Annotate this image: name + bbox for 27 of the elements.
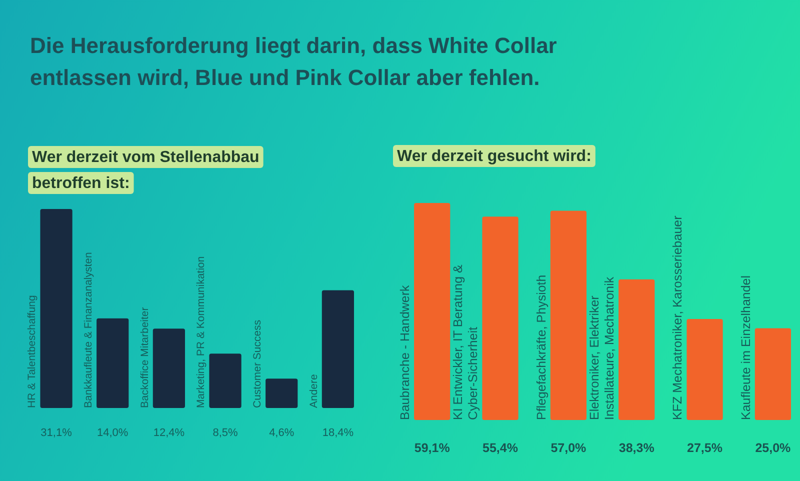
- data-label: 4,6%: [269, 427, 294, 439]
- data-label: 55,4%: [482, 441, 518, 455]
- x-tick-label: HR & Talentbeschaffung: [26, 294, 38, 408]
- x-tick-label: Elektroniker, Elektriker Installateure, Mechatronik: [588, 276, 617, 420]
- x-tick-label: Marketing, PR & Kommunikation: [195, 256, 208, 408]
- data-label: 38,3%: [618, 441, 654, 455]
- data-label: 25,0%: [755, 441, 791, 455]
- x-tick-label: Bankkaufleute & Finanzanalysten: [82, 252, 95, 408]
- x-tick-label: Kaufleute im Einzelhandel: [738, 275, 753, 420]
- data-label: 18,4%: [322, 427, 354, 439]
- data-label: 59,1%: [414, 441, 450, 455]
- data-label: 8,5%: [212, 427, 238, 439]
- chart-title: Die Herausforderung liegt darin, dass White Collar entlassen wird, Blue und Pink Collar aber fehlen.: [30, 33, 558, 90]
- data-label: 14,0%: [97, 427, 128, 439]
- x-tick-label: Andere: [308, 374, 320, 408]
- chart-subtitle: Wer derzeit gesucht wird:: [397, 148, 592, 165]
- x-tick-label: Pflegefachkräfte, Physioth: [534, 274, 548, 420]
- x-tick-label: KI Entwickler, IT Beratung & Cyber-Sicherheit: [451, 264, 480, 420]
- data-label: 31,1%: [40, 427, 72, 439]
- data-label: 27,5%: [687, 441, 722, 455]
- x-tick-label: Baubranche - Handwerk: [398, 284, 412, 420]
- x-tick-label: Backoffice Mitarbeiter: [138, 306, 151, 408]
- x-tick-label: KFZ Mechatroniker, Karosseriebauer: [670, 216, 685, 420]
- x-tick-label: Customer Success: [252, 320, 264, 408]
- data-label: 12,4%: [153, 427, 185, 439]
- data-label: 57,0%: [550, 441, 586, 455]
- chart-subtitle: Wer derzeit vom Stellenabbau betroffen ist:: [32, 149, 260, 192]
